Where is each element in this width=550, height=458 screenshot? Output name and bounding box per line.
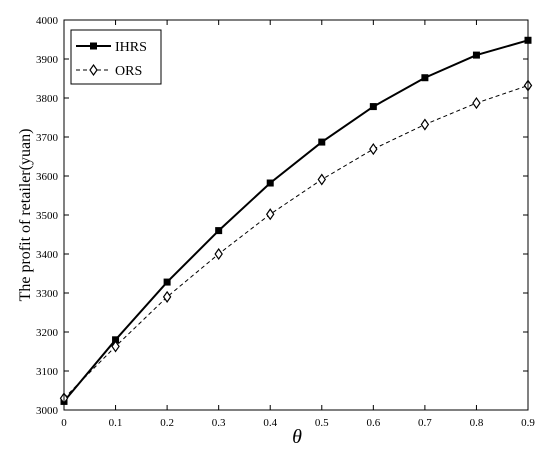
y-axis-title: The profit of retailer(yuan) (17, 129, 34, 302)
data-point-ihrs (318, 138, 326, 146)
x-axis-title: θ (292, 426, 302, 448)
series-layer (59, 36, 533, 405)
legend: IHRS ORS (70, 29, 162, 85)
series-line-ihrs (63, 39, 529, 403)
data-point-ors (265, 208, 275, 221)
data-point-ors (214, 247, 223, 261)
y-axis-ticks: 3000 3100 3200 3300 3400 3500 3600 3700 3800 3900… (36, 15, 528, 417)
data-point-ihrs (112, 336, 120, 344)
x-tick-label: 0.7 (418, 417, 432, 429)
data-point-ihrs (369, 103, 377, 111)
y-tick-label: 3300 (36, 288, 59, 300)
data-point-ors (472, 97, 481, 110)
data-point-ihrs (421, 74, 429, 82)
data-point-ors (369, 143, 378, 156)
data-point-ihrs (266, 179, 274, 187)
data-point-ihrs (472, 51, 480, 59)
data-point-ihrs (163, 278, 171, 286)
x-axis-ticks: 0 0.1 0.2 0.3 0.4 0.5 0.6 0.7 0.8 0.9 (61, 20, 535, 429)
plot-frame (63, 19, 529, 411)
x-tick-label: 0.4 (263, 417, 277, 429)
y-tick-label: 3700 (36, 132, 59, 144)
x-tick-label: 0.6 (366, 417, 380, 429)
legend-label-ihrs: IHRS (115, 40, 147, 55)
y-tick-label: 3400 (36, 249, 59, 261)
y-tick-label: 3600 (36, 171, 59, 183)
x-tick-label: 0.8 (470, 417, 484, 429)
y-tick-label: 3200 (36, 327, 59, 339)
y-tick-label: 3000 (36, 405, 59, 417)
x-tick-label: 0.9 (521, 417, 535, 429)
legend-marker-ors (89, 63, 98, 77)
y-tick-label: 3100 (36, 366, 59, 378)
data-point-ors (111, 340, 120, 353)
data-point-ihrs (215, 227, 223, 235)
y-tick-label: 3900 (36, 54, 59, 66)
legend-label-ors: ORS (115, 64, 142, 79)
data-point-ors (162, 290, 172, 303)
data-point-ors (420, 118, 430, 131)
x-tick-label: 0.1 (109, 417, 123, 429)
series-line-ors (63, 85, 529, 399)
x-tick-label: 0.2 (160, 417, 174, 429)
x-tick-label: 0.3 (212, 417, 226, 429)
y-tick-label: 3500 (36, 210, 59, 222)
legend-marker-ihrs (90, 42, 97, 50)
data-point-ors (317, 173, 327, 186)
x-tick-label: 0 (61, 417, 67, 429)
legend-box (70, 29, 162, 85)
y-tick-label: 4000 (36, 15, 59, 27)
y-tick-label: 3800 (36, 93, 59, 105)
x-tick-label: 0.5 (315, 417, 329, 429)
